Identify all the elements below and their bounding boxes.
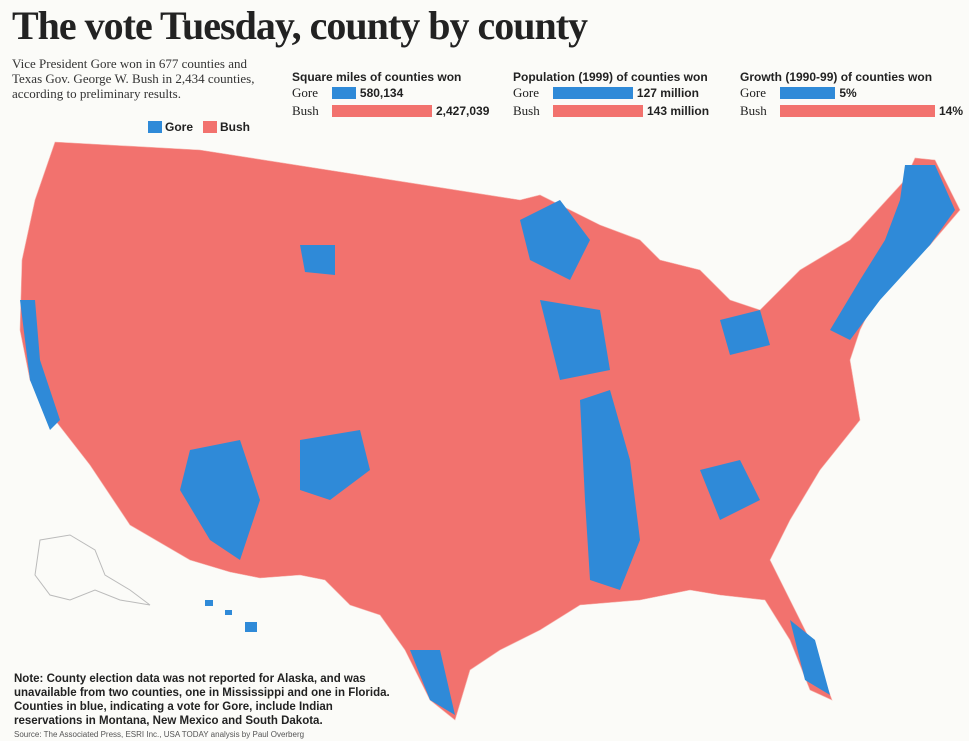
intro: Vice President Gore won in 677 counties … (12, 56, 255, 101)
legend-swatch (203, 121, 218, 133)
category-label: Bush (513, 103, 540, 118)
gore-region (540, 300, 610, 380)
chart-title: Growth (1990-99) of counties won (740, 70, 933, 84)
gore-region (300, 430, 370, 500)
note: Note: County election data was not repor… (14, 672, 394, 728)
legend: Gore Bush (148, 120, 250, 134)
gore-region (790, 620, 830, 695)
gore-counties (20, 165, 955, 715)
bar-chart: Population (1999) of counties won Gore 127… (513, 70, 709, 120)
bar (780, 105, 935, 117)
category-label: Gore (513, 85, 539, 100)
bar (332, 105, 432, 117)
legend-item: Bush (203, 120, 250, 134)
bar-row: Bush 143 million (513, 102, 709, 120)
legend-label: Bush (220, 120, 251, 134)
gore-region (300, 245, 335, 275)
value-label: 143 million (647, 104, 710, 118)
bar-row: Bush 14% (740, 102, 963, 120)
bar-row: Bush 2,427,039 (292, 102, 489, 120)
gore-region (180, 440, 260, 560)
hawaii-island (205, 600, 213, 606)
category-label: Gore (740, 85, 766, 100)
value-label: 580,134 (359, 86, 404, 100)
gore-region (410, 650, 455, 715)
legend-label: Gore (165, 120, 194, 134)
source: Source: The Associated Press, ESRI Inc.,… (14, 730, 305, 739)
category-label: Bush (740, 103, 767, 118)
gore-region (830, 165, 955, 340)
title: The vote Tuesday, county by county (12, 3, 588, 48)
value-label: 127 million (636, 86, 699, 100)
gore-region (700, 460, 760, 520)
hawaii (205, 600, 257, 632)
value-label: 5% (839, 86, 857, 100)
gore-region (20, 300, 60, 430)
bar-chart: Square miles of counties won Gore 580,134 B… (292, 70, 489, 120)
bush-counties (19, 141, 961, 721)
gore-region (520, 200, 590, 280)
bar (553, 87, 633, 99)
bar (780, 87, 836, 99)
value-label: 14% (939, 104, 964, 118)
chart-title: Square miles of counties won (292, 70, 462, 84)
hawaii-island (225, 610, 232, 615)
hawaii-island (245, 622, 257, 632)
gore-region (580, 390, 640, 590)
bar (332, 87, 356, 99)
bar-row: Gore 127 million (513, 84, 709, 102)
bar-row: Gore 580,134 (292, 84, 489, 102)
chart-title: Population (1999) of counties won (513, 70, 708, 84)
value-label: 2,427,039 (436, 104, 490, 118)
legend-item: Gore (148, 120, 193, 134)
category-label: Gore (292, 85, 318, 100)
bar-chart: Growth (1990-99) of counties won Gore 5% Bu… (740, 70, 963, 120)
map (19, 141, 961, 721)
gore-region (720, 310, 770, 355)
legend-swatch (148, 121, 162, 133)
alaska-outline (34, 534, 151, 606)
category-label: Bush (292, 103, 319, 118)
bar (553, 105, 643, 117)
bar-row: Gore 5% (740, 84, 963, 102)
